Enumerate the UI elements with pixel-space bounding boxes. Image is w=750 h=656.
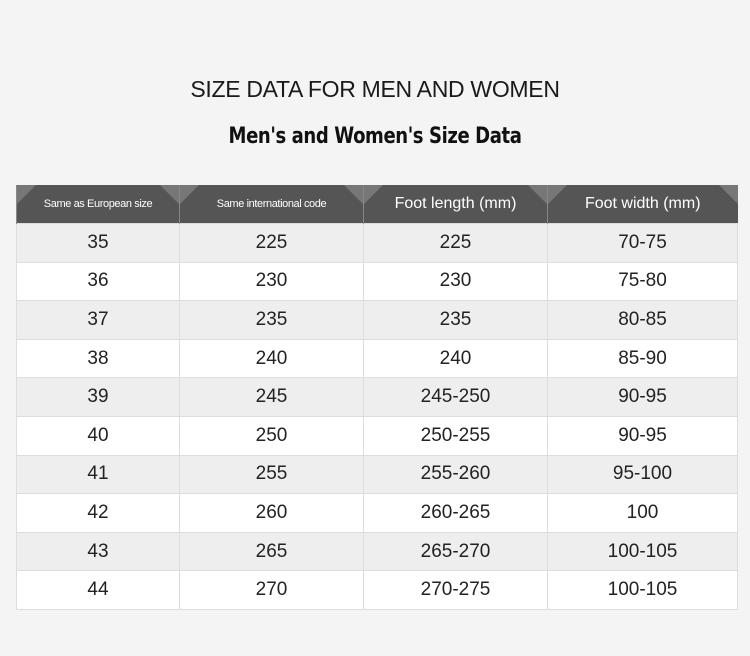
table-cell: 39 [16,377,180,417]
header-text: Foot length (mm) [394,195,517,212]
table-cell: 90-95 [547,377,738,417]
table-cell: 240 [179,338,364,379]
title: SIZE DATA FOR MEN AND WOMEN [190,76,560,102]
table-cell: 255 [179,454,364,495]
column-header: Same as European size [16,185,180,224]
table-cell: 100-105 [547,531,738,572]
header-decoration [528,185,547,204]
table-cell: 36 [16,261,180,302]
size-table: Same as European size Same international … [16,185,738,610]
header-decoration [344,185,363,204]
table-row: 36 230 230 75-80 [16,261,738,302]
table-cell: 35 [16,223,180,263]
table-cell: 230 [363,261,548,302]
header-decoration [364,185,383,204]
table-cell: 270-275 [363,570,548,610]
table-cell: 265-270 [363,531,548,572]
table-cell: 225 [363,223,548,263]
table-cell: 85-90 [547,338,738,379]
subtitle: Men's and Women's Size Data [228,124,522,149]
header-text: Same as European size [43,197,153,210]
table-cell: 38 [16,338,180,379]
table-cell: 225 [179,223,364,263]
table-row: 35 225 225 70-75 [16,223,738,263]
table-cell: 265 [179,531,364,572]
table-row: 37 235 235 80-85 [16,300,738,340]
table-cell: 235 [363,300,548,340]
table-row: 43 265 265-270 100-105 [16,531,738,572]
header-decoration [17,185,36,204]
header-row: Same as European size Same international … [16,185,738,224]
column-header: Same international code [179,185,364,224]
table-row: 44 270 270-275 100-105 [16,570,738,610]
header-text: Foot width (mm) [584,195,701,212]
column-header: Foot width (mm) [547,185,738,224]
table-cell: 270 [179,570,364,610]
header-decoration [160,185,179,204]
table-body: 35 225 225 70-75 36 230 230 75-80 37 235 235 80-85 3… [16,223,738,610]
table-cell: 44 [16,570,180,610]
table-row: 38 240 240 85-90 [16,338,738,379]
table-row: 42 260 260-265 100 [16,493,738,533]
table-row: 39 245 245-250 90-95 [16,377,738,417]
table-cell: 250 [179,415,364,456]
table-cell: 41 [16,454,180,495]
table-cell: 70-75 [547,223,738,263]
header-decoration [548,185,567,204]
table-cell: 255-260 [363,454,548,495]
table-cell: 240 [363,338,548,379]
table-row: 40 250 250-255 90-95 [16,415,738,456]
column-header: Foot length (mm) [363,185,548,224]
table-cell: 42 [16,493,180,533]
table-cell: 37 [16,300,180,340]
table-cell: 100 [547,493,738,533]
table-cell: 75-80 [547,261,738,302]
table-cell: 245 [179,377,364,417]
table-cell: 90-95 [547,415,738,456]
table-cell: 100-105 [547,570,738,610]
header-decoration [180,185,199,204]
header-decoration [718,185,738,204]
table-cell: 95-100 [547,454,738,495]
table-cell: 230 [179,261,364,302]
table-cell: 260-265 [363,493,548,533]
table-cell: 80-85 [547,300,738,340]
table-cell: 40 [16,415,180,456]
table-cell: 245-250 [363,377,548,417]
table-cell: 250-255 [363,415,548,456]
table-cell: 43 [16,531,180,572]
table-cell: 235 [179,300,364,340]
header-text: Same international code [216,197,327,210]
table-cell: 260 [179,493,364,533]
table-row: 41 255 255-260 95-100 [16,454,738,495]
